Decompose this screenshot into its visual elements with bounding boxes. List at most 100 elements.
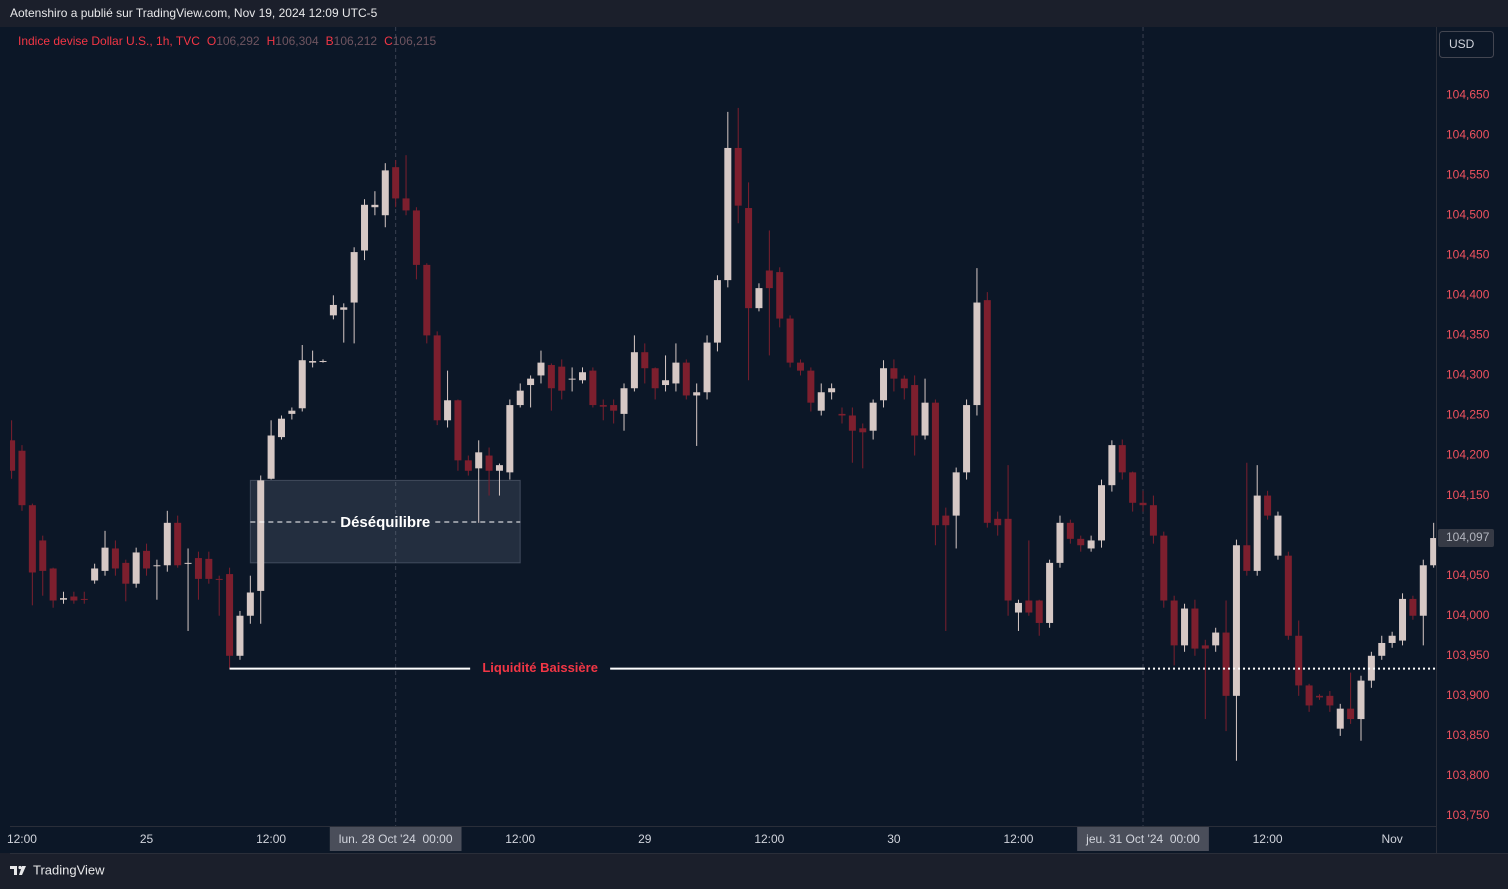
- y-tick-label: 104,600: [1446, 127, 1490, 141]
- candle-body: [475, 452, 483, 469]
- tv-logo: [10, 865, 26, 875]
- candle-body: [942, 515, 950, 526]
- candle-body: [765, 270, 773, 289]
- candle-body: [838, 413, 846, 416]
- y-tick-label: 103,950: [1446, 648, 1490, 662]
- candle-body: [433, 335, 441, 421]
- candle-body: [257, 480, 265, 591]
- candle-body: [1419, 565, 1427, 616]
- candle-body: [994, 518, 1002, 526]
- candle-body: [859, 428, 867, 433]
- candle-body: [163, 522, 171, 566]
- y-tick-label: 104,200: [1446, 448, 1490, 462]
- x-tick-label: 12:00: [256, 832, 286, 846]
- candle-body: [828, 388, 836, 393]
- candle-body: [1118, 445, 1126, 473]
- y-tick-label: 103,850: [1446, 728, 1490, 742]
- candle-body: [1014, 602, 1022, 613]
- candle-body: [1139, 502, 1147, 506]
- candle-body: [1430, 538, 1436, 566]
- candle-body: [1004, 518, 1012, 601]
- candle-body: [18, 450, 26, 506]
- y-tick-label: 104,350: [1446, 328, 1490, 342]
- candle-body: [39, 540, 47, 571]
- candle-body: [1056, 522, 1064, 563]
- candle-body: [361, 204, 369, 251]
- candle-body: [174, 522, 182, 566]
- zone-label: Déséquilibre: [340, 514, 430, 531]
- footer-bar: [0, 853, 1508, 889]
- candle-body: [412, 210, 420, 265]
- candle-body: [1336, 708, 1344, 729]
- candle-body: [91, 568, 99, 581]
- candle-body: [1274, 515, 1282, 556]
- candle-body: [506, 405, 514, 473]
- candle-body: [1305, 685, 1313, 706]
- candle-body: [568, 378, 576, 380]
- candle-body: [1066, 522, 1074, 539]
- candle-body: [60, 598, 67, 600]
- candle-body: [983, 300, 991, 523]
- legend-text: H: [267, 34, 276, 48]
- currency-button[interactable]: [1439, 31, 1494, 58]
- candle-body: [1035, 600, 1043, 623]
- candle-body: [1347, 708, 1355, 720]
- candle-body: [1087, 540, 1095, 549]
- candle-body: [246, 592, 254, 616]
- x-tick-label: lun. 28 Oct '24 00:00: [339, 832, 453, 846]
- legend: Indice devise Dollar U.S., 1h, TVC O106,2…: [18, 34, 436, 48]
- candle-body: [963, 405, 971, 473]
- candle-body: [1046, 562, 1054, 623]
- legend-text: C: [384, 34, 393, 48]
- candle-body: [1243, 545, 1251, 571]
- candle-body: [1191, 608, 1199, 649]
- candle-body: [454, 400, 462, 461]
- last-price-label: 104,097: [1446, 530, 1490, 544]
- candle-body: [329, 304, 337, 316]
- candle-body: [464, 460, 472, 471]
- candle-body: [630, 352, 638, 389]
- candle-body: [952, 472, 960, 516]
- candle-body: [495, 465, 503, 471]
- candle-body: [1295, 635, 1303, 686]
- y-tick-label: 104,250: [1446, 408, 1490, 422]
- candle-body: [80, 598, 88, 600]
- candle-body: [1388, 635, 1396, 643]
- candle-body: [620, 388, 628, 414]
- x-tick-label: Nov: [1381, 832, 1402, 846]
- legend-text: 106,215: [393, 34, 437, 48]
- candle-body: [226, 574, 234, 656]
- candle-body: [309, 361, 317, 363]
- candle-body: [1284, 555, 1292, 636]
- top-bar: [0, 0, 1508, 27]
- candle-body: [1357, 680, 1365, 720]
- legend-text: 106,292: [216, 34, 260, 48]
- candle-body: [973, 302, 981, 406]
- candle-body: [215, 578, 223, 580]
- currency[interactable]: USD: [1449, 37, 1475, 51]
- y-tick-label: 104,500: [1446, 207, 1490, 221]
- candle-body: [340, 307, 348, 310]
- x-tick-label: 25: [140, 832, 154, 846]
- candle-body: [734, 147, 742, 206]
- candle-body: [184, 562, 192, 564]
- candle-body: [890, 368, 898, 379]
- candle-body: [599, 405, 607, 407]
- candle-body: [1378, 642, 1386, 656]
- y-tick-label: 103,800: [1446, 768, 1490, 782]
- footer-brand: TradingView: [33, 862, 105, 877]
- candle-body: [682, 362, 690, 396]
- x-tick-label: 12:00: [754, 832, 784, 846]
- candle-body: [392, 167, 400, 199]
- y-tick-label: 104,650: [1446, 87, 1490, 101]
- candle-body: [807, 370, 815, 403]
- candle-body: [1326, 695, 1334, 706]
- candle-body: [1181, 608, 1189, 646]
- candle-body: [1264, 495, 1272, 516]
- candle-body: [610, 405, 618, 411]
- x-tick-label: jeu. 31 Oct '24 00:00: [1085, 832, 1200, 846]
- candle-body: [579, 372, 586, 381]
- candle-body: [724, 147, 732, 281]
- liquidity-label: Liquidité Baissière: [482, 660, 598, 675]
